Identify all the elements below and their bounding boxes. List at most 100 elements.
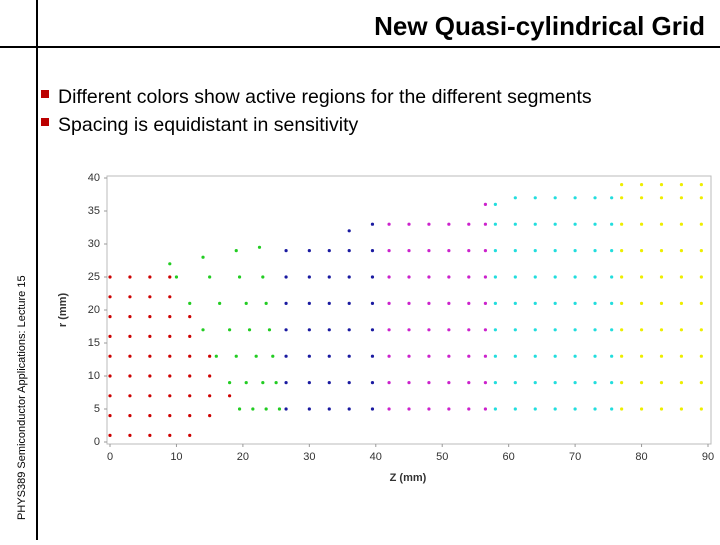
grid-point (188, 334, 192, 338)
grid-point (387, 301, 391, 305)
grid-point (620, 328, 624, 332)
grid-point (610, 275, 614, 279)
grid-point (533, 381, 537, 385)
grid-point (467, 407, 471, 411)
grid-point (610, 407, 614, 411)
grid-point (659, 275, 664, 279)
grid-point (168, 275, 172, 279)
grid-point (188, 374, 192, 378)
grid-point (447, 407, 451, 411)
grid-point (679, 249, 684, 253)
grid-point (148, 315, 152, 319)
grid-point (467, 381, 471, 385)
grid-point (284, 275, 288, 279)
grid-point (483, 275, 488, 279)
grid-point (128, 334, 132, 338)
y-tick-label: 25 (88, 271, 100, 283)
grid-point (148, 374, 152, 378)
grid-point (699, 301, 703, 305)
y-tick-label: 20 (88, 304, 100, 316)
y-tick-label: 35 (88, 205, 100, 217)
grid-point (128, 354, 132, 358)
grid-point (573, 222, 577, 226)
grid-point (267, 328, 272, 332)
grid-point (513, 407, 517, 411)
grid-point (639, 301, 644, 305)
x-tick-label: 60 (503, 451, 515, 463)
grid-point (447, 275, 451, 279)
grid-point (493, 381, 497, 385)
grid-point (407, 275, 411, 279)
grid-point (639, 196, 644, 200)
grid-point (483, 222, 488, 226)
grid-point (148, 394, 152, 398)
x-tick-label: 50 (436, 451, 448, 463)
grid-point (533, 249, 537, 253)
grid-point (659, 354, 664, 358)
grid-point (553, 381, 557, 385)
bullet-marker (41, 118, 49, 126)
grid-point (307, 328, 311, 332)
grid-point (261, 275, 265, 279)
grid-point (483, 354, 488, 358)
grid-point (533, 328, 537, 332)
grid-point (513, 354, 517, 358)
grid-point (307, 275, 311, 279)
grid-point (407, 381, 411, 385)
grid-point (407, 407, 411, 411)
grid-point (573, 381, 577, 385)
grid-point (533, 407, 537, 411)
grid-point (148, 295, 152, 299)
grid-point (188, 301, 192, 305)
grid-point (593, 328, 597, 332)
grid-point (553, 196, 557, 200)
grid-point (553, 222, 557, 226)
grid-point (513, 222, 517, 226)
grid-point (573, 354, 577, 358)
grid-point (699, 196, 703, 200)
grid-point (271, 354, 275, 358)
grid-point (620, 196, 624, 200)
grid-point (553, 249, 557, 253)
grid-point (201, 328, 205, 332)
grid-point (493, 354, 497, 358)
grid-point (639, 407, 644, 411)
grid-point (699, 354, 703, 358)
grid-point (284, 407, 288, 411)
grid-point (237, 275, 242, 279)
grid-point (467, 354, 471, 358)
grid-point (593, 381, 597, 385)
grid-point (168, 433, 172, 437)
grid-point (493, 249, 497, 253)
grid-point (307, 249, 311, 253)
grid-point (228, 381, 232, 385)
grid-point (407, 354, 411, 358)
grid-point (108, 295, 112, 299)
grid-point (327, 407, 331, 411)
grid-point (493, 202, 497, 206)
grid-point (188, 433, 192, 437)
slide-title: New Quasi-cylindrical Grid (374, 11, 705, 41)
grid-point (427, 354, 431, 358)
grid-point (593, 222, 597, 226)
grid-point (370, 249, 375, 253)
grid-point (387, 328, 391, 332)
grid-point (573, 249, 577, 253)
grid-point (659, 196, 664, 200)
grid-point (188, 414, 192, 418)
grid-point (168, 374, 172, 378)
grid-point (234, 354, 238, 358)
grid-point (327, 328, 331, 332)
grid-point (174, 275, 179, 279)
grid-point (148, 433, 152, 437)
grid-point (370, 407, 375, 411)
grid-point (620, 407, 624, 411)
grid-point (467, 275, 471, 279)
grid-point (108, 334, 112, 338)
x-tick-label: 0 (107, 451, 113, 463)
grid-point (347, 328, 351, 332)
grid-point (128, 414, 132, 418)
grid-point (370, 222, 375, 226)
